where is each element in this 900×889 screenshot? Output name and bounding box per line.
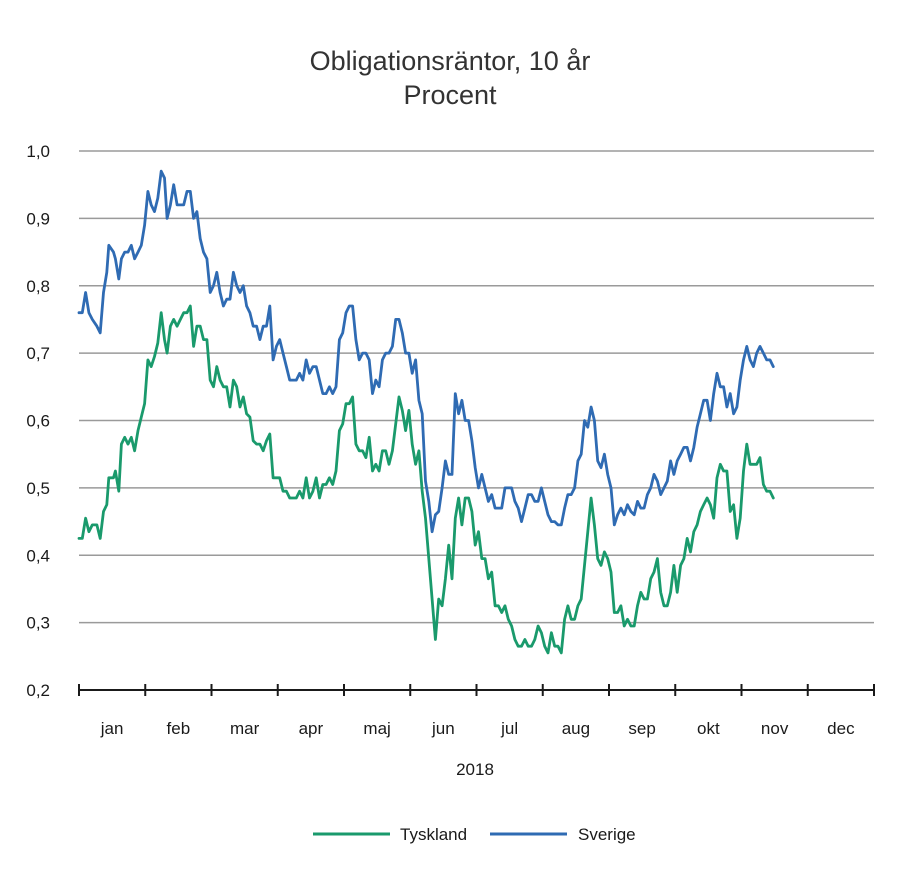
x-tick-label-feb: feb: [167, 719, 191, 738]
x-axis-label: 2018: [456, 760, 494, 779]
x-tick-label-jul: jul: [500, 719, 518, 738]
y-tick-label: 0,2: [26, 681, 50, 700]
series-lines: [77, 169, 775, 655]
legend-label-sverige: Sverige: [578, 825, 636, 844]
x-tick-label-dec: dec: [827, 719, 855, 738]
legend-label-tyskland: Tyskland: [400, 825, 467, 844]
x-tick-label-mar: mar: [230, 719, 260, 738]
x-tick-label-apr: apr: [299, 719, 324, 738]
gridlines: [79, 150, 874, 624]
chart-title: Obligationsräntor, 10 år: [310, 46, 591, 76]
y-tick-label: 0,6: [26, 412, 50, 431]
y-tick-label: 0,7: [26, 344, 50, 363]
x-axis-month-labels: jan feb mar apr maj jun jul aug sep okt nov dec: [100, 719, 855, 738]
y-tick-label: 0,4: [26, 546, 50, 565]
x-tick-label-jan: jan: [100, 719, 124, 738]
x-tick-label-aug: aug: [562, 719, 590, 738]
x-tick-label-okt: okt: [697, 719, 720, 738]
chart-subtitle: Procent: [403, 80, 497, 110]
y-tick-label: 1,0: [26, 142, 50, 161]
x-tick-label-nov: nov: [761, 719, 789, 738]
y-tick-label: 0,3: [26, 614, 50, 633]
y-tick-label: 0,8: [26, 277, 50, 296]
y-axis-tick-labels: 1,0 0,9 0,8 0,7 0,6 0,5 0,4 0,3 0,2: [26, 142, 50, 700]
x-axis: [78, 684, 875, 696]
y-tick-label: 0,5: [26, 479, 50, 498]
legend: Tyskland Sverige: [313, 825, 636, 844]
series-line-sverige: [77, 169, 775, 534]
x-tick-label-sep: sep: [628, 719, 655, 738]
y-tick-label: 0,9: [26, 209, 50, 228]
x-tick-label-maj: maj: [363, 719, 390, 738]
series-line-tyskland: [77, 304, 775, 655]
x-tick-label-jun: jun: [431, 719, 455, 738]
